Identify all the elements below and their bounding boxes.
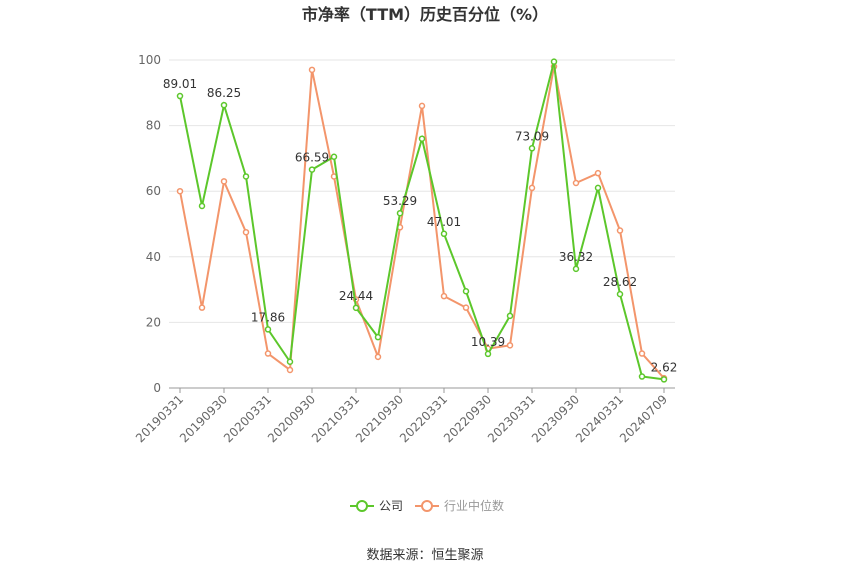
point bbox=[462, 287, 470, 295]
point bbox=[638, 350, 646, 357]
point bbox=[528, 184, 536, 192]
y-tick-label: 60 bbox=[146, 184, 161, 198]
point bbox=[396, 209, 404, 217]
point bbox=[506, 312, 514, 320]
y-tick-label: 80 bbox=[146, 119, 161, 133]
point bbox=[264, 326, 272, 333]
point bbox=[484, 350, 492, 358]
point bbox=[286, 366, 294, 374]
data-label: 36.32 bbox=[559, 250, 593, 264]
point bbox=[176, 92, 184, 100]
legend-marker bbox=[356, 500, 368, 512]
point bbox=[572, 265, 580, 273]
point bbox=[198, 304, 206, 311]
point bbox=[506, 342, 514, 349]
point bbox=[638, 373, 646, 380]
point bbox=[176, 187, 184, 195]
y-tick-label: 40 bbox=[146, 250, 161, 264]
point bbox=[264, 350, 272, 357]
point bbox=[462, 304, 470, 311]
point bbox=[418, 135, 426, 142]
point bbox=[616, 227, 624, 234]
data-label: 28.62 bbox=[603, 275, 637, 289]
data-label: 89.01 bbox=[163, 77, 197, 91]
legend-label: 公司 bbox=[379, 499, 403, 513]
data-label: 10.39 bbox=[471, 335, 505, 349]
point bbox=[374, 333, 382, 341]
point bbox=[418, 102, 426, 110]
point bbox=[374, 353, 382, 361]
point bbox=[308, 66, 316, 74]
data-label: 66.59 bbox=[295, 151, 329, 165]
data-label: 53.29 bbox=[383, 194, 417, 208]
point bbox=[660, 376, 668, 383]
point bbox=[242, 173, 250, 180]
point bbox=[352, 304, 360, 312]
point bbox=[242, 228, 250, 236]
point bbox=[616, 290, 624, 298]
data-label: 17.86 bbox=[251, 310, 285, 324]
data-label: 47.01 bbox=[427, 215, 461, 229]
legend-marker bbox=[421, 500, 433, 512]
data-label: 24.44 bbox=[339, 289, 373, 303]
chart-title: 市净率（TTM）历史百分位（%） bbox=[302, 5, 548, 24]
legend-label: 行业中位数 bbox=[444, 498, 504, 513]
y-tick-label: 20 bbox=[146, 315, 161, 329]
point bbox=[528, 145, 536, 152]
source: 数据来源：恒生聚源 bbox=[366, 548, 483, 563]
point bbox=[286, 358, 294, 366]
data-label: 2.62 bbox=[651, 360, 678, 374]
point bbox=[594, 169, 602, 177]
y-tick-label: 0 bbox=[153, 381, 161, 395]
x-tick-label: 20240709 bbox=[617, 392, 670, 445]
point bbox=[330, 153, 338, 161]
point bbox=[308, 166, 316, 173]
point bbox=[550, 58, 558, 65]
point bbox=[198, 202, 206, 210]
point bbox=[572, 179, 580, 187]
point bbox=[440, 292, 448, 300]
point bbox=[220, 178, 228, 185]
data-label: 73.09 bbox=[515, 129, 549, 143]
data-label: 86.25 bbox=[207, 86, 241, 100]
point bbox=[440, 230, 448, 238]
y-tick-label: 100 bbox=[138, 53, 161, 67]
point bbox=[594, 184, 602, 192]
point bbox=[220, 101, 228, 109]
